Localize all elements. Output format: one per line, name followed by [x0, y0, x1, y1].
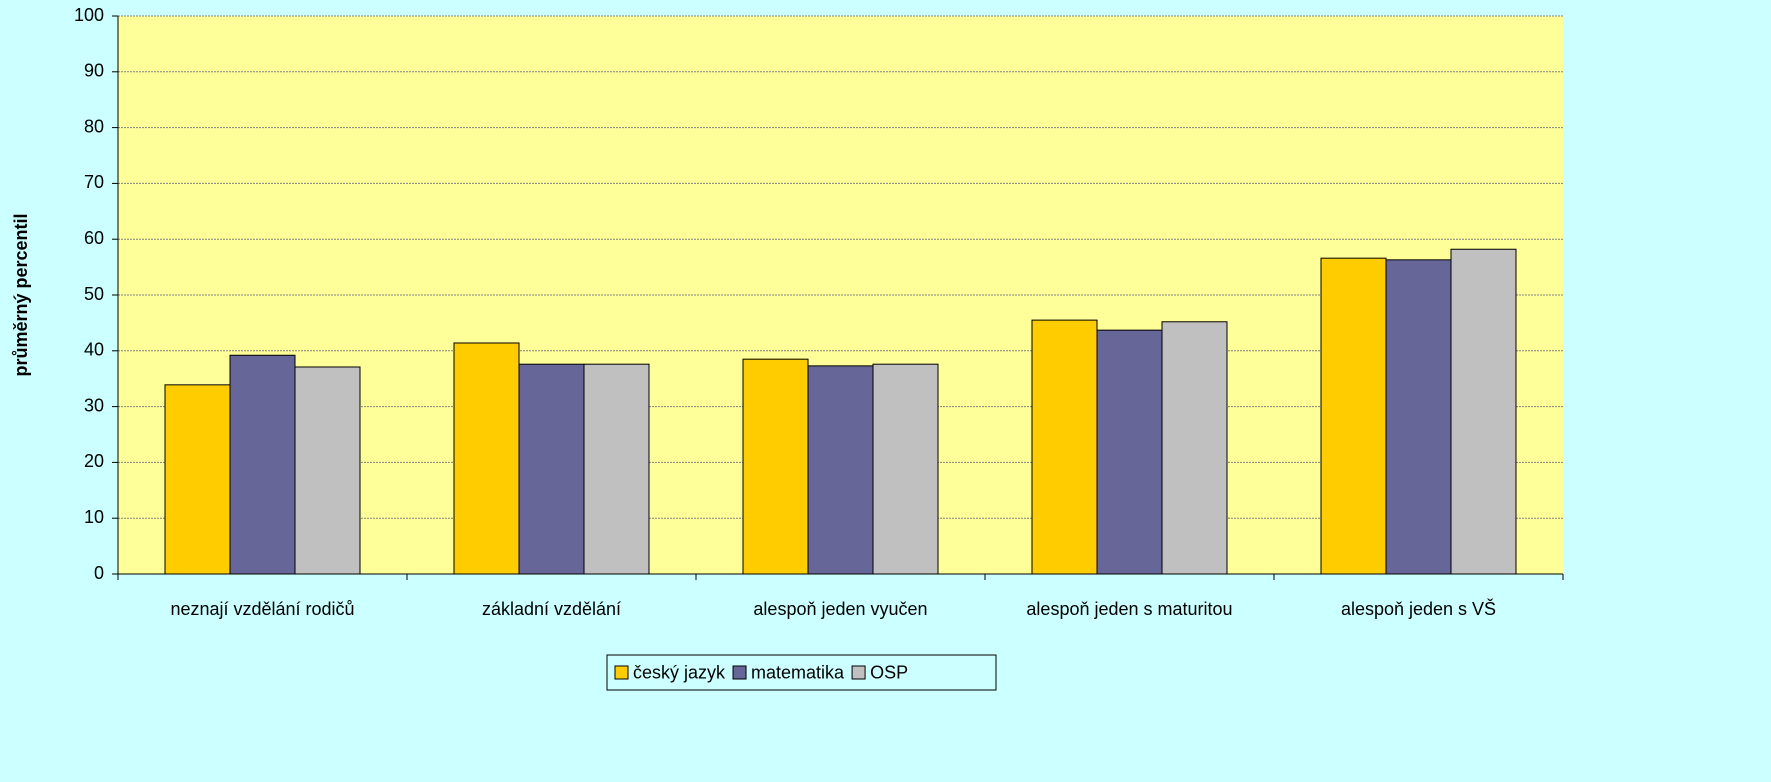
bar [872, 363, 939, 575]
legend-swatch [851, 665, 866, 680]
y-tick-label: 50 [84, 284, 104, 304]
bar [1096, 329, 1163, 575]
bar [1385, 259, 1452, 575]
y-tick-label: 90 [84, 61, 104, 81]
y-axis-label: průměrný percentil [11, 213, 31, 376]
bar [518, 363, 585, 575]
y-tick-label: 60 [84, 228, 104, 248]
bar [583, 363, 650, 575]
y-tick-label: 80 [84, 116, 104, 136]
legend-label: OSP [870, 662, 908, 682]
bar [294, 366, 361, 575]
legend-label: český jazyk [633, 662, 726, 682]
y-tick-label: 20 [84, 451, 104, 471]
bar [742, 358, 809, 575]
legend-label: matematika [751, 662, 845, 682]
bar [1031, 319, 1098, 575]
bar [1161, 321, 1228, 575]
y-tick-label: 70 [84, 172, 104, 192]
bar [1450, 248, 1517, 575]
bar [229, 354, 296, 575]
y-tick-label: 100 [74, 5, 104, 25]
legend-swatch [614, 665, 629, 680]
bar [164, 384, 231, 575]
x-tick-label: základní vzdělání [482, 599, 621, 619]
bar [807, 365, 874, 575]
bar [453, 342, 520, 575]
y-tick-label: 0 [94, 563, 104, 583]
y-tick-label: 10 [84, 507, 104, 527]
legend-swatch [732, 665, 747, 680]
x-tick-label: alespoň jeden s VŠ [1341, 598, 1496, 619]
bar [1320, 257, 1387, 575]
x-tick-label: neznají vzdělání rodičů [170, 599, 354, 619]
x-tick-label: alespoň jeden s maturitou [1026, 599, 1232, 619]
legend-box [606, 654, 997, 691]
y-tick-label: 30 [84, 395, 104, 415]
y-tick-label: 40 [84, 340, 104, 360]
x-tick-label: alespoň jeden vyučen [753, 599, 927, 619]
